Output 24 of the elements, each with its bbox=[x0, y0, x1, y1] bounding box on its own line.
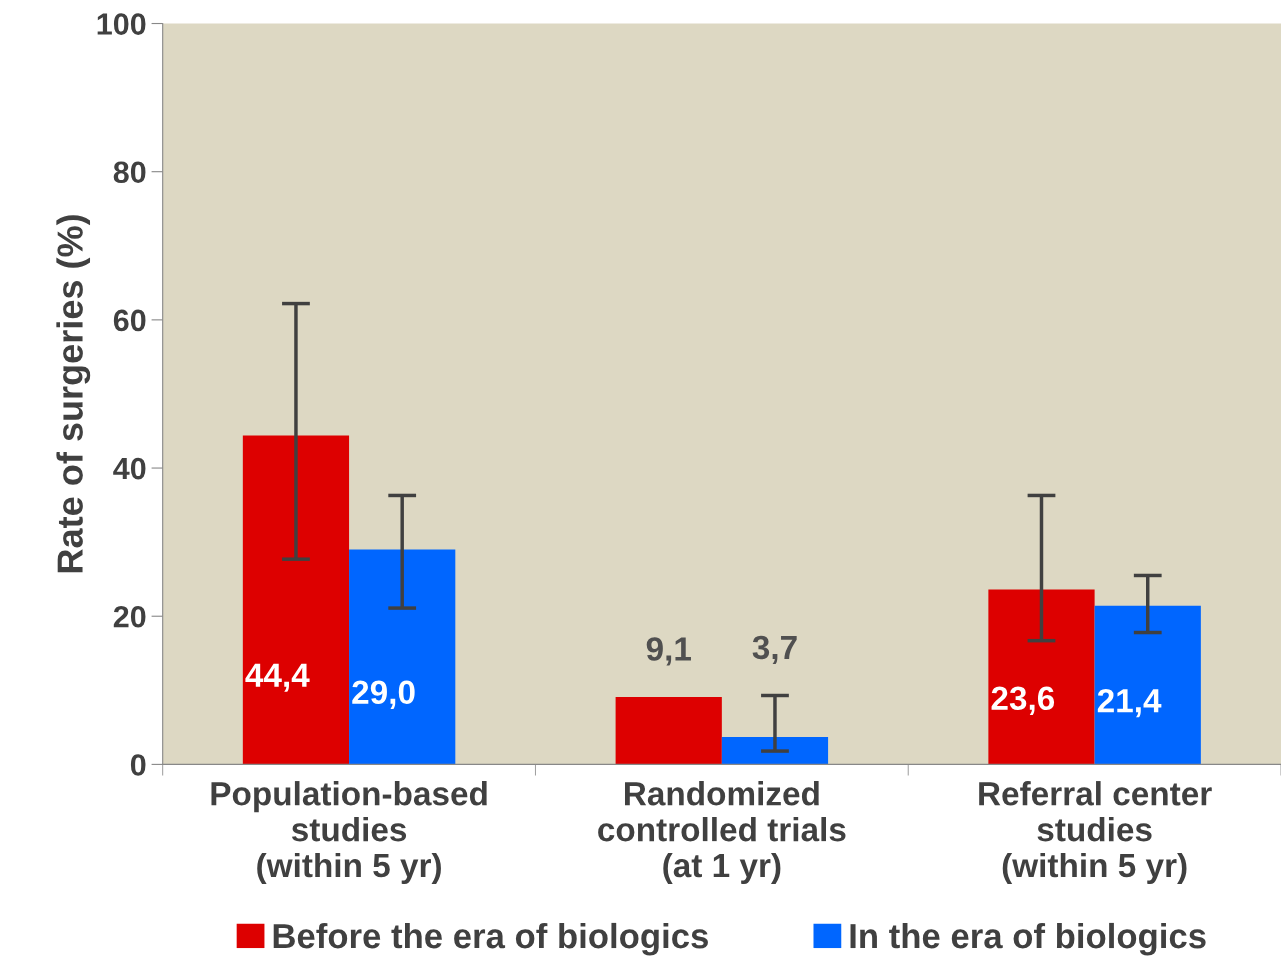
data-label: 3,7 bbox=[752, 635, 797, 665]
y-tick-label: 80 bbox=[113, 161, 146, 184]
x-tick-label: Referral center studies (within 5 yr) bbox=[979, 781, 1212, 884]
bar bbox=[242, 435, 350, 765]
x-tick-label: Population-based studies (within 5 yr) bbox=[211, 781, 487, 884]
legend-label: Before the era of biologics bbox=[273, 922, 708, 956]
data-label: 44,4 bbox=[245, 663, 310, 692]
y-tick-label: 40 bbox=[113, 457, 146, 480]
data-label: 21,4 bbox=[1097, 688, 1162, 718]
bar bbox=[988, 589, 1095, 765]
bar bbox=[349, 549, 456, 765]
y-tick-label: 0 bbox=[130, 754, 146, 776]
y-tick-label: 100 bbox=[97, 13, 146, 35]
y-tick-label: 60 bbox=[113, 309, 146, 332]
legend-label: In the era of biologics bbox=[850, 922, 1206, 956]
x-tick-label: Randomized controlled trials (at 1 yr) bbox=[598, 781, 846, 884]
bar bbox=[1094, 605, 1201, 765]
data-label: 29,0 bbox=[352, 680, 415, 709]
data-label: 23,6 bbox=[991, 686, 1055, 715]
y-axis-title: Rate of surgeries (%) bbox=[56, 215, 91, 573]
data-label: 9,1 bbox=[646, 637, 691, 666]
bar bbox=[721, 736, 829, 765]
bar bbox=[615, 696, 722, 765]
y-tick-label: 20 bbox=[113, 605, 146, 628]
